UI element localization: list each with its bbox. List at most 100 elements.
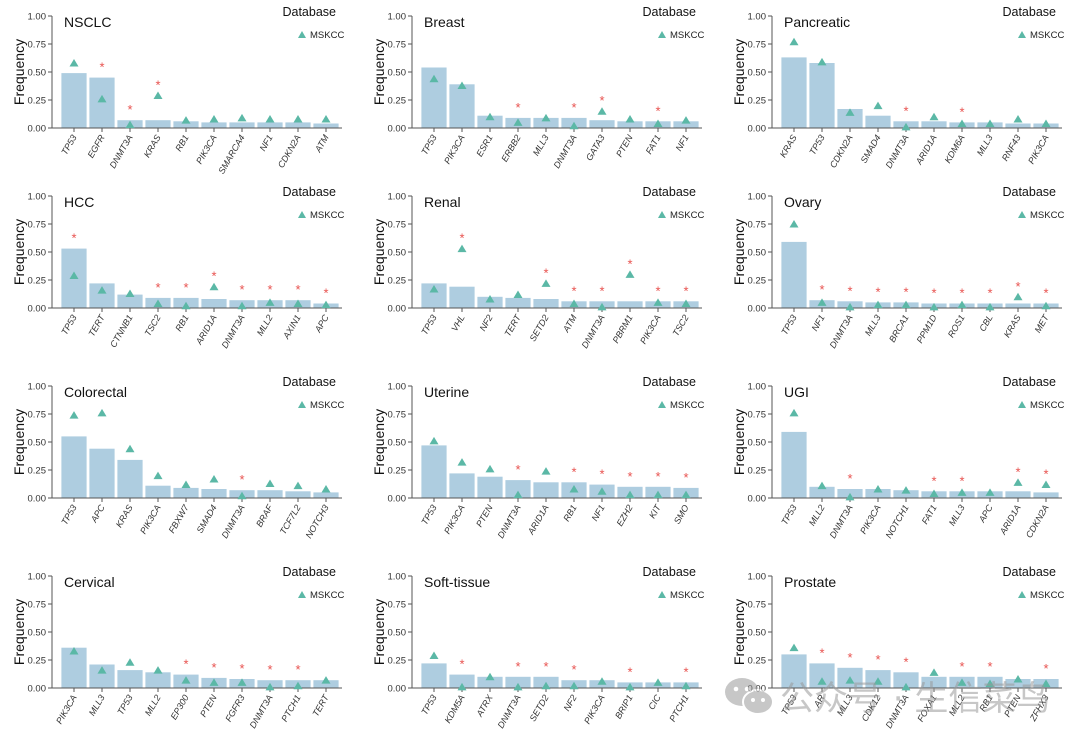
- x-tick-label: APC: [312, 313, 331, 335]
- mskcc-triangle-NF1: [681, 116, 691, 124]
- x-tick-label: TP53: [419, 133, 438, 157]
- chart-svg: 0.00 0.25 0.50 0.75 1.00 Frequency Cervical Dat…: [11, 565, 344, 730]
- y-tick-label: 0.00: [28, 684, 47, 695]
- mskcc-triangle-PIK3CA: [209, 115, 219, 123]
- y-tick-label: 0.75: [28, 40, 47, 51]
- mskcc-triangle-TP53: [429, 651, 439, 660]
- chart-svg: 0.00 0.25 0.50 0.75 1.00 Frequency HCC Database…: [11, 185, 344, 350]
- significance-star-DNMT3A: *: [847, 283, 852, 298]
- x-tick-label: TERT: [86, 312, 107, 339]
- x-tick-label: BRCA1: [887, 313, 911, 344]
- significance-stars: * * * * * *: [459, 657, 688, 680]
- x-tick-label: TP53: [779, 693, 798, 717]
- x-tick-label: PTEN: [474, 503, 495, 529]
- mskcc-triangle-NF1: [265, 115, 275, 123]
- y-axis-label: Frequency: [731, 409, 747, 475]
- mskcc-triangle-TP53: [789, 643, 799, 652]
- x-tick-label: NF1: [590, 503, 607, 523]
- bar-GATA3: [589, 120, 615, 128]
- significance-star-FAT1: *: [655, 103, 660, 118]
- significance-star-MLL3: *: [959, 473, 964, 488]
- x-tick-label: TERT: [502, 312, 523, 339]
- significance-star-CDK12: *: [875, 652, 880, 667]
- bar-ESR1: [477, 115, 503, 128]
- y-tick-label: 0.00: [28, 494, 47, 505]
- x-tick-label: ZFHX3: [1027, 693, 1050, 724]
- legend-title: Database: [642, 185, 696, 199]
- mskcc-triangle-CTNNB1: [125, 289, 135, 297]
- y-axis-label: Frequency: [731, 219, 747, 285]
- mskcc-triangle-TSC2: [153, 299, 163, 308]
- legend-item-label: MSKCC: [670, 30, 704, 41]
- mskcc-triangle-TP53: [817, 57, 827, 66]
- significance-star-GATA3: *: [599, 93, 604, 108]
- mskcc-triangle-DNMT3A: [237, 301, 247, 310]
- legend-title: Database: [282, 375, 336, 389]
- bar-TCF7L2: [285, 491, 311, 498]
- mskcc-triangle-KRAS: [1013, 292, 1023, 301]
- mskcc-triangle-TP53: [429, 284, 439, 293]
- mskcc-triangle-TERT: [513, 290, 523, 299]
- x-tick-label: MLL2: [143, 693, 163, 717]
- significance-star-NF2: *: [571, 662, 576, 677]
- mskcc-triangle-FAT1: [929, 489, 939, 498]
- legend-title: Database: [282, 185, 336, 199]
- mskcc-triangle-SMAD4: [873, 101, 883, 110]
- chart-svg: 0.00 0.25 0.50 0.75 1.00 Frequency NSCLC Databa…: [11, 5, 344, 176]
- x-tick-label: DNMT3A: [220, 503, 247, 540]
- mskcc-triangle-TP53: [429, 436, 439, 445]
- x-tick-label: SMAD4: [859, 133, 883, 165]
- mskcc-triangle-PIK3CA: [873, 485, 883, 493]
- mskcc-triangle-ATRX: [485, 672, 495, 681]
- bar-CDKN2A: [837, 109, 863, 128]
- mskcc-triangle-PIK3CA: [1041, 119, 1051, 128]
- mskcc-triangle-FBXW7: [181, 480, 191, 489]
- significance-stars: * * * * * *: [515, 462, 688, 485]
- significance-star-PTCH1: *: [295, 662, 300, 677]
- bar-RNF43: [1005, 123, 1031, 128]
- mskcc-triangle-KRAS: [153, 91, 163, 100]
- legend-triangle-icon: [658, 401, 666, 408]
- significance-star-FAT1: *: [931, 473, 936, 488]
- y-tick-label: 0.50: [748, 68, 767, 79]
- y-tick-label: 0.50: [388, 68, 407, 79]
- significance-star-PIK3CA: *: [655, 283, 660, 298]
- legend-item-label: MSKCC: [310, 210, 344, 221]
- bar-PIK3CA: [865, 489, 891, 498]
- bar-DNMT3A: [505, 480, 531, 498]
- y-tick-label: 1.00: [388, 572, 407, 583]
- legend-item-label: MSKCC: [1030, 210, 1064, 221]
- mskcc-triangle-DNMT3A: [265, 682, 275, 691]
- x-tick-label: VHL: [449, 313, 466, 333]
- y-tick-label: 0.75: [28, 600, 47, 611]
- x-tick-label: NOTCH3: [304, 503, 331, 540]
- y-tick-label: 0.50: [28, 628, 47, 639]
- y-tick-label: 0.00: [748, 124, 767, 135]
- mskcc-triangle-CIC: [653, 678, 663, 686]
- panel-breast: 0.00 0.25 0.50 0.75 1.00 Frequency Breast Datab…: [360, 0, 720, 190]
- mskcc-triangle-FGFR3: [237, 678, 247, 686]
- mskcc-triangle-SMAD4: [209, 474, 219, 483]
- x-tick-label: MLL3: [947, 503, 967, 527]
- significance-star-KRAS: *: [155, 78, 160, 93]
- mskcc-triangle-TP53: [69, 59, 79, 67]
- bar-SMAD4: [865, 115, 891, 128]
- bar-ARID1A: [921, 121, 947, 128]
- y-tick-label: 0.25: [28, 96, 47, 107]
- significance-stars: * * * * * * * *: [71, 231, 328, 301]
- bar-CDKN2A: [1033, 492, 1059, 498]
- mskcc-triangle-SMARCA4: [237, 113, 247, 122]
- x-tick-label: MET: [1033, 312, 1052, 335]
- bar-TERT: [313, 680, 339, 688]
- mskcc-triangle-FOXA1: [929, 668, 939, 676]
- bar-EGFR: [89, 77, 115, 128]
- panel-cervical: 0.00 0.25 0.50 0.75 1.00 Frequency Cervical Dat…: [0, 560, 360, 750]
- mskcc-points: [429, 436, 691, 499]
- mskcc-triangle-MLL2: [265, 298, 275, 306]
- x-tick-label: TP53: [115, 693, 134, 717]
- y-tick-label: 0.00: [748, 684, 767, 695]
- mskcc-triangle-PPM1D: [929, 302, 939, 311]
- y-tick-label: 0.75: [388, 220, 407, 231]
- y-tick-label: 0.75: [28, 220, 47, 231]
- significance-star-SETD2: *: [543, 659, 548, 674]
